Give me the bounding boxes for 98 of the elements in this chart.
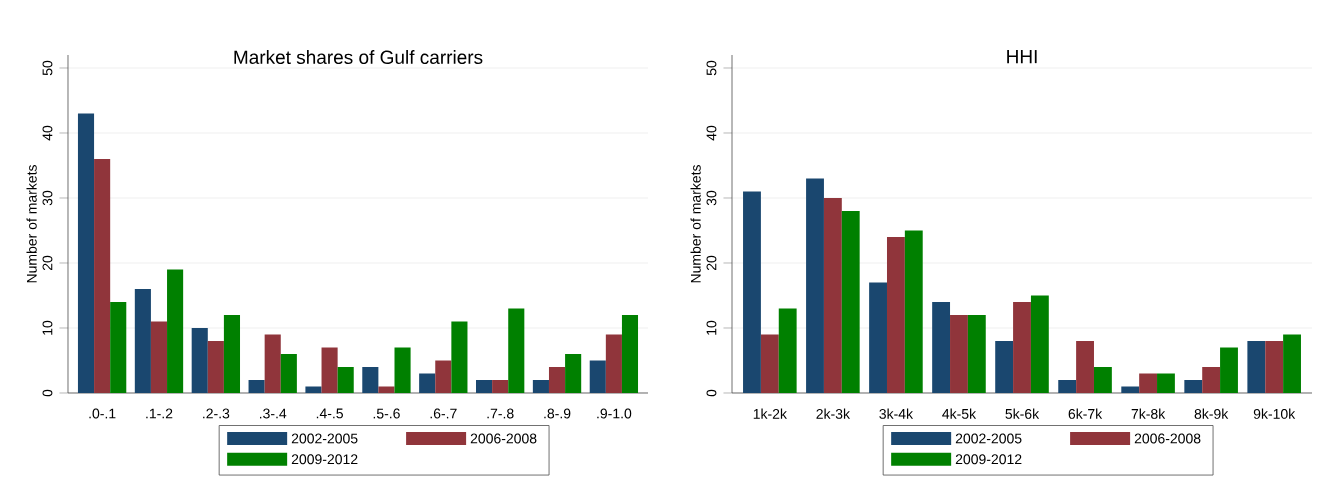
x-tick-label: 3k-4k	[879, 408, 914, 419]
bar	[806, 178, 824, 393]
bar	[134, 289, 151, 393]
x-tick-label: .3-.4	[259, 408, 287, 419]
bar	[362, 367, 379, 393]
legend-label: 2006-2008	[470, 433, 537, 444]
bar	[1220, 347, 1238, 393]
bar	[886, 237, 905, 393]
bar	[248, 380, 265, 393]
bar	[548, 367, 566, 393]
x-tick-label: 8k-9k	[1194, 408, 1229, 419]
y-axis-title: Number of markets	[26, 165, 37, 283]
bar	[995, 341, 1014, 393]
bar	[321, 347, 338, 393]
bar	[904, 230, 923, 393]
bar	[823, 198, 842, 393]
x-tick-label: 2k-3k	[816, 408, 851, 419]
bar	[508, 308, 525, 393]
bar	[743, 191, 761, 393]
bar	[778, 308, 797, 393]
bar	[305, 386, 322, 393]
x-tick-label: .1-.2	[146, 408, 173, 419]
bar	[1157, 373, 1175, 393]
bar	[167, 269, 184, 393]
bar	[932, 302, 951, 393]
bar	[223, 315, 241, 393]
bar	[337, 367, 354, 393]
legend-label: 2002-2005	[291, 433, 358, 444]
bar	[264, 334, 281, 393]
bar	[1121, 386, 1140, 393]
bar	[94, 159, 111, 393]
bar	[1058, 380, 1077, 393]
x-tick-label: .4-.5	[316, 408, 343, 419]
y-tick-label: 20	[42, 255, 53, 271]
bar	[589, 360, 606, 393]
bar	[1139, 373, 1158, 393]
bar	[280, 354, 297, 393]
bar	[532, 380, 549, 393]
y-tick-label: 0	[706, 389, 717, 397]
x-tick-label: 7k-8k	[1131, 408, 1166, 419]
y-tick-label: 0	[42, 389, 53, 397]
bar	[110, 302, 127, 393]
x-tick-label: 1k-2k	[753, 408, 787, 419]
bar	[1076, 341, 1094, 393]
bar	[621, 315, 639, 393]
y-axis-title: Number of markets	[690, 165, 701, 283]
x-tick-label: .5-.6	[373, 408, 400, 419]
bar	[476, 380, 493, 393]
bar	[394, 347, 411, 393]
bar	[1030, 295, 1049, 393]
y-tick-label: 40	[42, 125, 53, 141]
bar	[760, 334, 779, 393]
bar	[435, 360, 452, 393]
bar	[207, 341, 224, 393]
bar	[378, 386, 395, 393]
y-tick-label: 50	[42, 60, 53, 76]
x-tick-label: 6k-7k	[1068, 408, 1103, 419]
bar	[419, 373, 436, 393]
y-tick-label: 40	[706, 125, 717, 141]
bar	[841, 211, 860, 393]
legend-label: 2002-2005	[955, 433, 1022, 444]
chart-title: HHI	[1007, 50, 1037, 64]
bar	[1283, 334, 1301, 393]
y-tick-label: 20	[706, 255, 717, 271]
bar	[191, 328, 208, 393]
bar	[1093, 367, 1112, 393]
bar	[950, 315, 968, 393]
bar	[451, 321, 468, 393]
x-tick-label: 5k-6k	[1005, 408, 1040, 419]
y-tick-label: 30	[706, 190, 717, 206]
bar	[1202, 367, 1221, 393]
y-tick-label: 10	[42, 320, 53, 335]
chart-title: Market shares of Gulf carriers	[234, 50, 483, 65]
bar	[1013, 302, 1031, 393]
bar	[492, 380, 509, 393]
x-tick-label: .0-.1	[89, 408, 116, 419]
bar	[1265, 341, 1284, 393]
legend-label: 2006-2008	[1134, 433, 1201, 444]
bar	[1247, 341, 1266, 393]
bar	[1184, 380, 1203, 393]
x-tick-label: .2-.3	[203, 408, 230, 419]
bar	[605, 334, 622, 393]
y-tick-label: 30	[42, 190, 53, 206]
bar	[150, 321, 168, 393]
bar	[77, 113, 95, 393]
bar	[967, 315, 986, 393]
bar	[565, 354, 582, 393]
x-tick-label: .9-1.0	[597, 408, 632, 419]
bar	[869, 282, 887, 393]
y-tick-label: 50	[706, 60, 717, 76]
legend-label: 2009-2012	[955, 454, 1022, 465]
x-tick-label: 9k-10k	[1253, 408, 1296, 419]
x-tick-label: .7-.8	[487, 408, 514, 419]
x-tick-label: .8-.9	[544, 408, 571, 419]
legend-label: 2009-2012	[291, 454, 358, 465]
y-tick-label: 10	[706, 320, 717, 335]
x-tick-label: .6-.7	[430, 408, 457, 419]
x-tick-label: 4k-5k	[942, 408, 977, 419]
